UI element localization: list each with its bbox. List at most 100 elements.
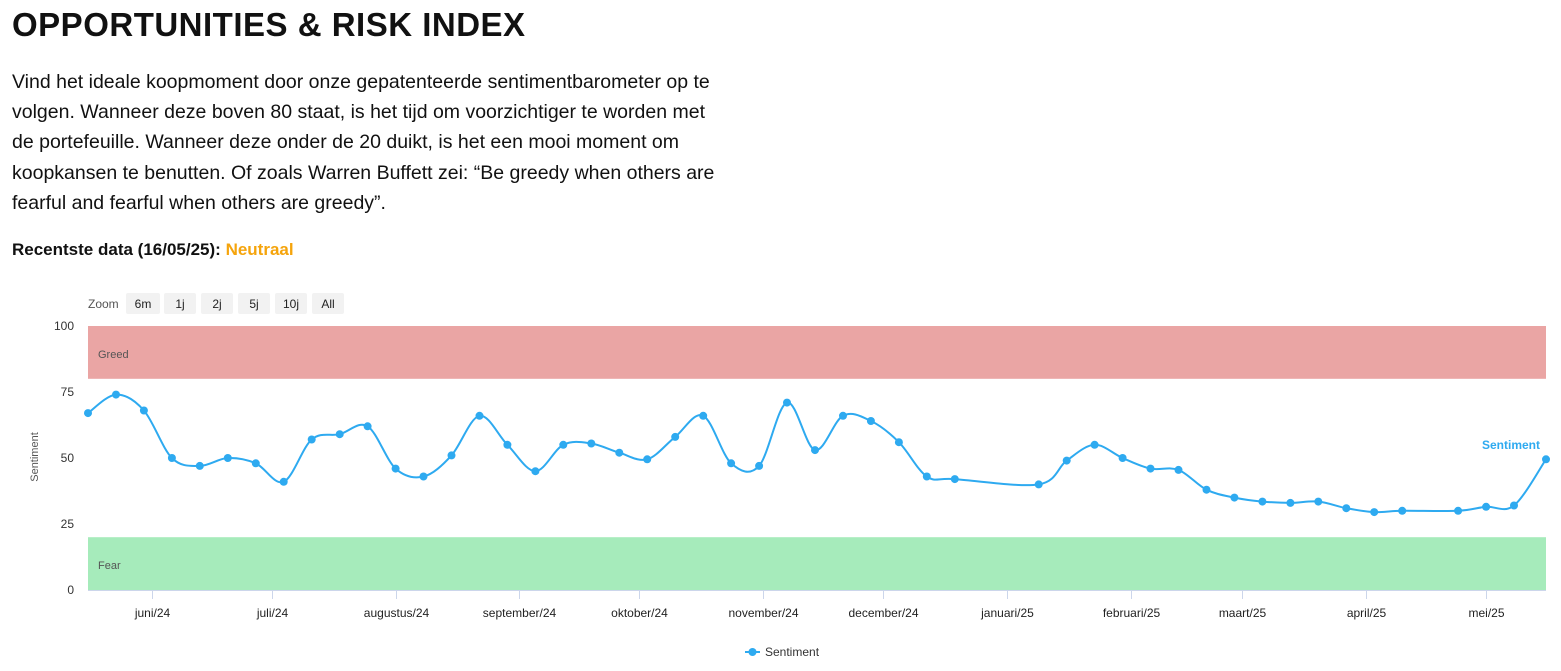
svg-text:6m: 6m bbox=[135, 297, 152, 311]
data-point[interactable] bbox=[335, 430, 344, 439]
data-point[interactable] bbox=[1510, 501, 1518, 510]
zoom-label: Zoom bbox=[88, 297, 119, 311]
x-tick-label: november/24 bbox=[728, 606, 798, 620]
zoom-button-10j[interactable]: 10j bbox=[275, 293, 307, 314]
recent-status-badge: Neutraal bbox=[225, 240, 294, 259]
data-point[interactable] bbox=[1174, 465, 1183, 474]
data-point[interactable] bbox=[1286, 498, 1295, 507]
chart-svg: Zoom 6m 1j 2j 5j 10j bbox=[29, 293, 1550, 659]
x-tick-label: september/24 bbox=[483, 606, 557, 620]
recent-data-label: Recentste data (16/05/25): bbox=[12, 240, 221, 259]
zoom-button-2j[interactable]: 2j bbox=[201, 293, 233, 314]
data-point[interactable] bbox=[811, 446, 819, 455]
data-point[interactable] bbox=[727, 459, 736, 468]
data-point[interactable] bbox=[783, 398, 791, 407]
band-label-fear: Fear bbox=[98, 560, 121, 572]
x-tick-label: januari/25 bbox=[980, 606, 1034, 620]
data-point[interactable] bbox=[1202, 485, 1211, 494]
data-point[interactable] bbox=[894, 438, 903, 447]
data-point[interactable] bbox=[279, 477, 288, 486]
data-point[interactable] bbox=[363, 422, 372, 431]
band-greed bbox=[88, 326, 1546, 379]
y-tick-label: 25 bbox=[61, 517, 75, 531]
x-axis: juni/24 juli/24 augustus/24 september/24 okt… bbox=[88, 590, 1546, 620]
data-point[interactable] bbox=[699, 411, 708, 420]
y-tick-label: 0 bbox=[67, 583, 74, 597]
x-tick-label: juni/24 bbox=[134, 606, 171, 620]
data-point[interactable] bbox=[1454, 506, 1463, 515]
data-point[interactable] bbox=[1370, 508, 1379, 517]
band-label-greed: Greed bbox=[98, 349, 129, 361]
data-point[interactable] bbox=[139, 406, 148, 415]
data-point[interactable] bbox=[419, 472, 428, 481]
svg-text:All: All bbox=[321, 297, 334, 311]
data-point[interactable] bbox=[839, 411, 847, 420]
data-point[interactable] bbox=[1034, 480, 1043, 489]
band-fear bbox=[88, 537, 1546, 590]
data-point[interactable] bbox=[1118, 454, 1127, 462]
y-axis-title: Sentiment bbox=[29, 432, 41, 482]
x-tick-label: maart/25 bbox=[1219, 606, 1267, 620]
x-tick-label: juli/24 bbox=[256, 606, 289, 620]
data-point[interactable] bbox=[587, 439, 596, 448]
data-point[interactable] bbox=[950, 475, 959, 484]
data-point[interactable] bbox=[84, 409, 92, 418]
data-point[interactable] bbox=[866, 417, 875, 425]
data-point[interactable] bbox=[1542, 455, 1550, 464]
x-tick-label: mei/25 bbox=[1468, 606, 1504, 620]
x-tick-label: oktober/24 bbox=[611, 606, 668, 620]
series-line-sentiment bbox=[87, 393, 1547, 514]
data-point[interactable] bbox=[503, 440, 512, 449]
svg-text:2j: 2j bbox=[212, 297, 221, 311]
series-end-label: Sentiment bbox=[1482, 438, 1540, 452]
bands-layer: Greed Fear bbox=[88, 326, 1546, 590]
data-point[interactable] bbox=[1342, 504, 1351, 513]
data-point[interactable] bbox=[1090, 440, 1099, 449]
x-tick-label: december/24 bbox=[848, 606, 918, 620]
zoom-button-1j[interactable]: 1j bbox=[164, 293, 196, 314]
y-axis: 0 25 50 75 100 bbox=[54, 319, 74, 597]
data-point[interactable] bbox=[531, 467, 540, 476]
data-point[interactable] bbox=[1398, 506, 1407, 515]
data-point[interactable] bbox=[922, 472, 931, 481]
y-tick-label: 50 bbox=[61, 451, 75, 465]
zoom-controls: Zoom 6m 1j 2j 5j 10j bbox=[88, 293, 344, 314]
data-point[interactable] bbox=[1146, 464, 1155, 473]
legend-marker bbox=[748, 648, 757, 656]
svg-text:5j: 5j bbox=[249, 297, 258, 311]
data-point[interactable] bbox=[1230, 493, 1239, 502]
data-point[interactable] bbox=[1062, 456, 1071, 465]
svg-text:1j: 1j bbox=[175, 297, 184, 311]
data-point[interactable] bbox=[112, 390, 120, 399]
data-point[interactable] bbox=[307, 435, 316, 444]
recent-data-line: Recentste data (16/05/25): Neutraal bbox=[12, 240, 294, 260]
zoom-button-5j[interactable]: 5j bbox=[238, 293, 270, 314]
data-point[interactable] bbox=[755, 461, 764, 470]
svg-text:10j: 10j bbox=[283, 297, 299, 311]
x-tick-label: augustus/24 bbox=[364, 606, 430, 620]
data-point[interactable] bbox=[475, 411, 484, 420]
data-point[interactable] bbox=[167, 454, 176, 462]
x-tick-label: februari/25 bbox=[1103, 606, 1161, 620]
data-point[interactable] bbox=[1482, 502, 1491, 511]
legend[interactable]: Sentiment bbox=[745, 645, 820, 659]
sentiment-chart: Zoom 6m 1j 2j 5j 10j bbox=[0, 285, 1561, 666]
zoom-button-6m[interactable]: 6m bbox=[126, 293, 160, 314]
zoom-button-all[interactable]: All bbox=[312, 293, 344, 314]
page-title: OPPORTUNITIES & RISK INDEX bbox=[12, 6, 526, 43]
data-point[interactable] bbox=[391, 464, 400, 473]
data-point[interactable] bbox=[643, 455, 652, 464]
y-tick-label: 75 bbox=[61, 385, 75, 399]
data-point[interactable] bbox=[1314, 497, 1323, 506]
data-point[interactable] bbox=[615, 448, 624, 457]
data-point[interactable] bbox=[251, 459, 260, 468]
data-point[interactable] bbox=[447, 451, 456, 460]
x-tick-label: april/25 bbox=[1347, 606, 1387, 620]
data-point[interactable] bbox=[671, 432, 680, 441]
legend-item-sentiment[interactable]: Sentiment bbox=[765, 645, 820, 659]
data-point[interactable] bbox=[1258, 497, 1267, 506]
series-layer bbox=[84, 390, 1550, 517]
data-point[interactable] bbox=[195, 461, 204, 470]
data-point[interactable] bbox=[559, 440, 568, 449]
data-point[interactable] bbox=[223, 454, 232, 462]
